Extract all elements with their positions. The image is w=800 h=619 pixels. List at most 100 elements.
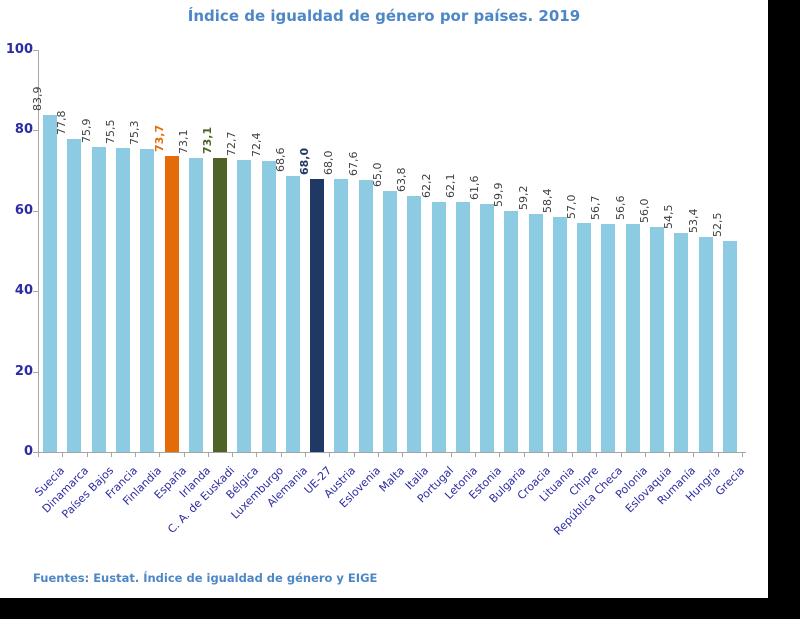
bar-value-label: 57,0 bbox=[565, 194, 578, 220]
bar-value-label: 54,5 bbox=[662, 204, 675, 230]
x-tick-mark bbox=[451, 453, 452, 457]
y-tick-label: 20 bbox=[14, 364, 33, 379]
bar-chart-plot-area: 0 20 40 60 80 100 83,9 Suecia 77,8 Dinamarca 75,9 P… bbox=[6, 42, 747, 538]
bar-value-label: 56,0 bbox=[638, 198, 651, 224]
y-tick-label: 0 bbox=[23, 444, 33, 459]
bar bbox=[504, 211, 518, 452]
bar bbox=[92, 147, 106, 452]
x-tick-mark bbox=[135, 453, 136, 457]
bar-value-label: 73,1 bbox=[201, 126, 214, 154]
bar bbox=[626, 224, 640, 452]
bar bbox=[577, 223, 591, 452]
bar-value-label: 72,4 bbox=[250, 132, 263, 158]
x-tick-mark bbox=[256, 453, 257, 457]
category-label: Malta bbox=[376, 464, 408, 495]
bar bbox=[286, 176, 300, 452]
chart-title: Índice de igualdad de género por países.… bbox=[187, 7, 581, 25]
x-tick-mark bbox=[159, 453, 160, 457]
x-tick-mark bbox=[62, 453, 63, 457]
x-tick-mark bbox=[402, 453, 403, 457]
bar bbox=[383, 191, 397, 452]
x-tick-mark bbox=[38, 453, 39, 457]
bar-value-label: 61,6 bbox=[468, 175, 481, 201]
bar bbox=[140, 149, 154, 452]
bar-value-label: 56,6 bbox=[614, 195, 627, 221]
bar bbox=[407, 196, 421, 452]
bar-value-label: 83,9 bbox=[31, 86, 44, 112]
chart-canvas: Índice de igualdad de género por países.… bbox=[0, 0, 768, 598]
bar bbox=[334, 179, 348, 452]
x-tick-mark bbox=[305, 453, 306, 457]
bar-value-label: 73,1 bbox=[177, 129, 190, 155]
x-tick-mark bbox=[524, 453, 525, 457]
x-tick-mark bbox=[208, 453, 209, 457]
y-tick-label: 80 bbox=[14, 122, 33, 137]
x-tick-mark bbox=[621, 453, 622, 457]
x-tick-mark bbox=[572, 453, 573, 457]
bar-value-label: 75,9 bbox=[80, 118, 93, 144]
x-tick-mark bbox=[548, 453, 549, 457]
y-tick-mark bbox=[33, 291, 38, 292]
y-tick-label: 40 bbox=[14, 283, 33, 298]
bar bbox=[529, 214, 543, 452]
bar bbox=[310, 179, 324, 452]
bar bbox=[650, 227, 664, 452]
y-tick-mark bbox=[33, 50, 38, 51]
x-tick-mark bbox=[232, 453, 233, 457]
bar-value-label: 56,7 bbox=[589, 195, 602, 221]
y-tick-mark bbox=[33, 130, 38, 131]
bar bbox=[553, 217, 567, 452]
bar bbox=[262, 161, 276, 452]
bar bbox=[432, 202, 446, 452]
bar-value-label: 62,1 bbox=[444, 173, 457, 199]
y-tick-mark bbox=[33, 452, 38, 453]
x-tick-mark bbox=[742, 453, 743, 457]
bar bbox=[723, 241, 737, 452]
bar-value-label: 68,6 bbox=[274, 147, 287, 173]
bar bbox=[165, 156, 179, 452]
bar-value-label: 59,2 bbox=[517, 185, 530, 211]
bar bbox=[601, 224, 615, 452]
x-tick-mark bbox=[354, 453, 355, 457]
bar-value-label: 53,4 bbox=[687, 208, 700, 234]
y-tick-mark bbox=[33, 211, 38, 212]
bar-value-label: 58,4 bbox=[541, 188, 554, 214]
bar-value-label: 68,0 bbox=[298, 147, 311, 175]
bar bbox=[359, 180, 373, 452]
bar-value-label: 59,9 bbox=[492, 182, 505, 208]
x-tick-mark bbox=[499, 453, 500, 457]
bar-value-label: 75,3 bbox=[128, 120, 141, 146]
x-tick-mark bbox=[426, 453, 427, 457]
x-tick-mark bbox=[718, 453, 719, 457]
bar-value-label: 62,2 bbox=[420, 173, 433, 199]
x-tick-mark bbox=[645, 453, 646, 457]
bar bbox=[456, 202, 470, 452]
x-tick-mark bbox=[329, 453, 330, 457]
bar-value-label: 52,5 bbox=[711, 212, 724, 238]
x-tick-mark bbox=[596, 453, 597, 457]
y-axis-line bbox=[38, 50, 39, 452]
x-tick-mark bbox=[184, 453, 185, 457]
y-tick-mark bbox=[33, 372, 38, 373]
bar-value-label: 68,0 bbox=[322, 150, 335, 176]
bar bbox=[67, 139, 81, 452]
x-axis-line bbox=[38, 452, 746, 453]
bar bbox=[480, 204, 494, 452]
x-tick-mark bbox=[378, 453, 379, 457]
bar bbox=[43, 115, 57, 452]
x-tick-mark bbox=[111, 453, 112, 457]
x-tick-mark bbox=[669, 453, 670, 457]
bar bbox=[674, 233, 688, 452]
bar-value-label: 77,8 bbox=[55, 110, 68, 136]
bar bbox=[237, 160, 251, 452]
x-tick-mark bbox=[693, 453, 694, 457]
bar-value-label: 67,6 bbox=[347, 151, 360, 177]
bar bbox=[213, 158, 227, 452]
bar-value-label: 63,8 bbox=[395, 167, 408, 193]
bar-value-label: 75,5 bbox=[104, 119, 117, 145]
bar-value-label: 73,7 bbox=[153, 124, 166, 152]
bar-value-label: 65,0 bbox=[371, 162, 384, 188]
y-tick-label: 60 bbox=[14, 203, 33, 218]
bar-value-label: 72,7 bbox=[225, 131, 238, 157]
x-tick-mark bbox=[475, 453, 476, 457]
